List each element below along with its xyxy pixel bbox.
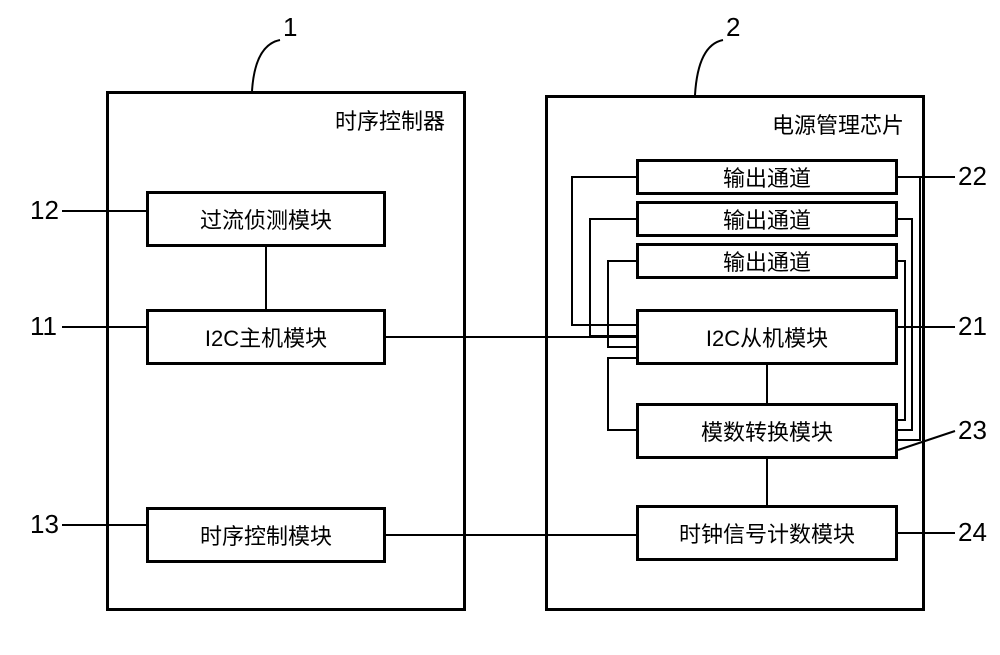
module-24: 时钟信号计数模块 xyxy=(636,505,898,561)
label-12: 12 xyxy=(30,195,59,226)
module-13-text: 时序控制模块 xyxy=(200,519,332,551)
label-23: 23 xyxy=(958,415,987,446)
label-21: 21 xyxy=(958,311,987,342)
module-11: I2C主机模块 xyxy=(146,309,386,365)
module-21: I2C从机模块 xyxy=(636,309,898,365)
module-24-text: 时钟信号计数模块 xyxy=(679,517,855,549)
output-ch-2: 输出通道 xyxy=(636,201,898,237)
label-2: 2 xyxy=(726,12,740,43)
module-13: 时序控制模块 xyxy=(146,507,386,563)
label-13: 13 xyxy=(30,509,59,540)
ch1-text: 输出通道 xyxy=(723,161,811,193)
label-11: 11 xyxy=(30,311,57,342)
module-23: 模数转换模块 xyxy=(636,403,898,459)
module-23-text: 模数转换模块 xyxy=(701,415,833,447)
module-21-text: I2C从机模块 xyxy=(706,321,828,353)
left-title: 时序控制器 xyxy=(335,104,445,136)
ch3-text: 输出通道 xyxy=(723,245,811,277)
label-22: 22 xyxy=(958,161,987,192)
module-12-text: 过流侦测模块 xyxy=(200,203,332,235)
right-title: 电源管理芯片 xyxy=(772,108,904,140)
output-ch-3: 输出通道 xyxy=(636,243,898,279)
ch2-text: 输出通道 xyxy=(723,203,811,235)
module-12: 过流侦测模块 xyxy=(146,191,386,247)
output-ch-1: 输出通道 xyxy=(636,159,898,195)
label-1: 1 xyxy=(283,12,297,43)
module-11-text: I2C主机模块 xyxy=(205,321,327,353)
label-24: 24 xyxy=(958,517,987,548)
